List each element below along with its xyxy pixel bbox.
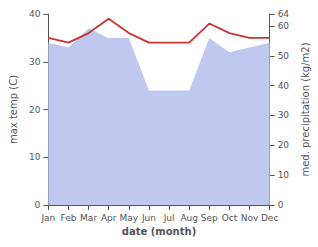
svg-text:60: 60 xyxy=(278,21,290,31)
svg-text:Feb: Feb xyxy=(61,213,77,223)
svg-text:20: 20 xyxy=(278,140,290,150)
svg-text:med. precipitation (kg/m2): med. precipitation (kg/m2) xyxy=(300,42,311,176)
svg-text:date (month): date (month) xyxy=(122,226,196,237)
svg-text:May: May xyxy=(120,213,139,223)
svg-text:64: 64 xyxy=(278,9,290,19)
svg-text:30: 30 xyxy=(29,57,41,67)
svg-text:30: 30 xyxy=(278,110,290,120)
svg-text:0: 0 xyxy=(278,200,284,210)
svg-text:Sep: Sep xyxy=(201,213,218,223)
svg-text:Nov: Nov xyxy=(241,213,259,223)
svg-text:10: 10 xyxy=(29,152,41,162)
svg-text:Mar: Mar xyxy=(80,213,97,223)
svg-text:Jul: Jul xyxy=(163,213,175,223)
svg-text:10: 10 xyxy=(278,170,290,180)
svg-text:max temp (C): max temp (C) xyxy=(8,75,19,144)
svg-text:Jan: Jan xyxy=(40,213,55,223)
svg-text:50: 50 xyxy=(278,51,290,61)
svg-text:Aug: Aug xyxy=(180,213,198,223)
svg-text:40: 40 xyxy=(278,81,290,91)
svg-text:Jun: Jun xyxy=(141,213,156,223)
svg-text:Dec: Dec xyxy=(261,213,278,223)
svg-text:40: 40 xyxy=(29,9,41,19)
svg-text:Oct: Oct xyxy=(222,213,238,223)
svg-text:Apr: Apr xyxy=(101,213,117,223)
svg-text:20: 20 xyxy=(29,105,41,115)
svg-text:0: 0 xyxy=(35,200,41,210)
